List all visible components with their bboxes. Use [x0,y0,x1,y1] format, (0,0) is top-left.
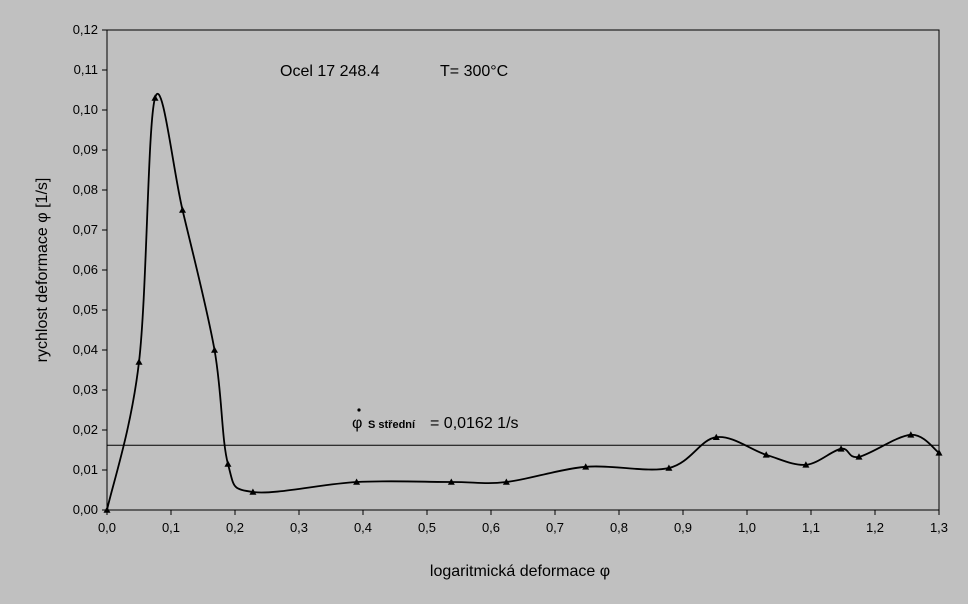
plot-area [106,29,940,511]
x-tick-label: 0,9 [674,520,692,535]
data-point-marker [712,433,720,440]
data-point-marker [179,206,187,213]
x-tick-label: 0,0 [98,520,116,535]
chart-title-temp: T= 300°C [440,63,508,80]
y-tick-label: 0,09 [73,142,98,157]
data-point-marker [353,478,361,485]
y-tick-label: 0,11 [74,62,98,77]
reference-line-label: φ S střední = 0,0162 1/s [352,408,519,432]
y-tick-label: 0,01 [73,462,98,477]
y-tick-label: 0,00 [73,502,98,517]
data-point-marker [935,449,943,456]
data-point-marker [502,478,510,485]
series-line [106,93,940,511]
x-tick-label: 1,1 [802,520,820,535]
y-tick-label: 0,08 [73,182,98,197]
x-tick-label: 1,0 [738,520,756,535]
x-tick-label: 0,6 [482,520,500,535]
data-point-marker [802,461,810,468]
x-tick-label: 1,3 [930,520,948,535]
data-point-marker [151,94,159,101]
y-tick-label: 0,05 [73,302,98,317]
data-point-marker [837,445,845,452]
series [103,93,943,513]
x-tick-label: 0,2 [226,520,244,535]
y-tick-label: 0,03 [73,382,98,397]
x-tick-label: 1,2 [866,520,884,535]
x-axis-label: logaritmická deformace φ [430,563,610,580]
reference-line-text: = 0,0162 1/s [430,415,519,432]
y-tick-label: 0,06 [73,262,98,277]
data-point-marker [135,358,143,365]
y-tick-label: 0,07 [73,222,98,237]
data-point-marker [211,346,219,353]
data-point-marker [249,488,257,495]
x-tick-label: 0,5 [418,520,436,535]
chart-title-material: Ocel 17 248.4 [280,63,380,80]
x-tick-label: 0,4 [354,520,372,535]
y-tick-label: 0,12 [73,22,98,37]
y-tick-label: 0,02 [73,422,98,437]
data-point-marker [582,463,590,470]
data-point-marker [447,478,455,485]
x-tick-label: 0,7 [546,520,564,535]
data-point-marker [665,464,673,471]
reference-line-symbol: φ [352,415,362,432]
x-tick-label: 0,1 [162,520,180,535]
data-point-marker [762,451,770,458]
data-point-marker [224,460,232,467]
axes: 0,0 0,1 0,2 0,3 0,4 0,5 0,6 0,7 0,8 0,9 1,0 1,1 1,2 1… [73,22,948,535]
y-tick-label: 0,04 [73,342,98,357]
reference-line-sub: S střední [368,419,416,431]
x-tick-label: 0,3 [290,520,308,535]
x-tick-label: 0,8 [610,520,628,535]
y-axis-label: rychlost deformace φ [1/s] [34,178,51,363]
reference-line-dot [357,408,361,412]
data-point-marker [907,431,915,438]
data-point-marker [103,506,111,513]
data-point-marker [855,453,863,460]
y-tick-label: 0,10 [73,102,98,117]
